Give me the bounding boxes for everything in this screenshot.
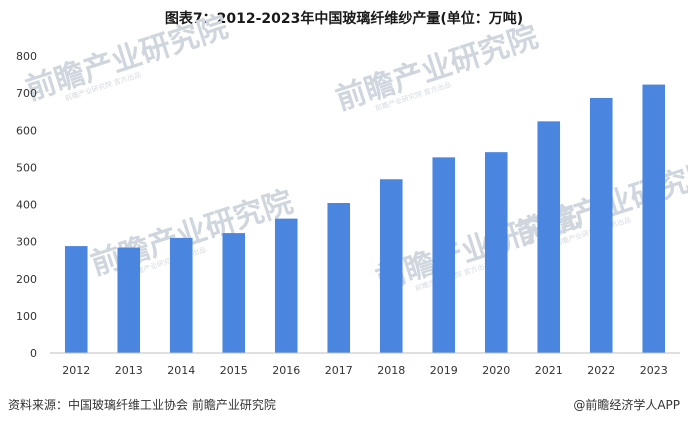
y-tick-label: 200 [16,273,37,286]
bar [537,121,561,353]
x-tick-label: 2013 [115,364,143,377]
bar [169,237,193,353]
y-tick-label: 600 [16,124,37,137]
chart-title: 图表7：2012-2023年中国玻璃纤维纱产量(单位：万吨) [164,11,524,27]
x-axis: 2012 2013 2014 2015 2016 2017 2018 2019 2020 2021… [62,364,668,377]
x-tick-label: 2020 [482,364,510,377]
y-tick-label: 500 [16,161,37,174]
footer: 资料来源：中国玻璃纤维工业协会 前瞻产业研究院 @前瞻经济学人APP [0,396,688,416]
x-tick-label: 2016 [272,364,300,377]
bar [64,246,88,353]
bar [379,179,403,353]
x-tick-label: 2015 [220,364,248,377]
y-tick-label: 0 [30,347,37,360]
source-note: 资料来源：中国玻璃纤维工业协会 前瞻产业研究院 [8,398,276,412]
bar [222,233,246,353]
x-tick-label: 2018 [377,364,405,377]
x-tick-label: 2014 [167,364,195,377]
bar-series [64,84,666,354]
brand-credit: @前瞻经济学人APP [573,398,680,412]
svg-text:前瞻产业研究院: 前瞻产业研究院 [22,9,233,107]
y-tick-label: 800 [16,50,37,63]
bar [274,218,298,353]
x-tick-label: 2023 [640,364,668,377]
y-tick-label: 300 [16,236,37,249]
bar [117,247,141,353]
y-axis: 0 100 200 300 400 500 600 700 800 [16,50,37,360]
y-tick-label: 700 [16,87,37,100]
x-tick-label: 2019 [430,364,458,377]
x-tick-label: 2017 [325,364,353,377]
x-tick-label: 2012 [62,364,90,377]
bar [327,203,351,353]
x-tick-label: 2021 [535,364,563,377]
y-tick-label: 100 [16,310,37,323]
svg-text:前瞻产业研究院: 前瞻产业研究院 [332,19,543,117]
x-tick-label: 2022 [587,364,615,377]
bar [432,157,456,353]
bar [484,152,508,353]
bar [642,84,666,354]
y-tick-label: 400 [16,199,37,212]
bar [589,97,613,353]
